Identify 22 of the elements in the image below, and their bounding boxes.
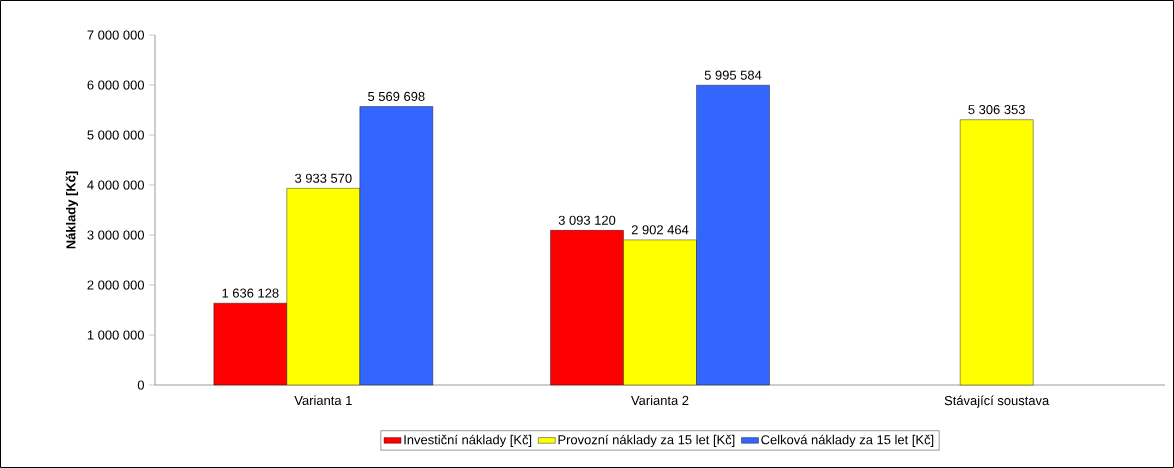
legend-label: Investiční náklady [Kč] (404, 434, 532, 447)
y-tick-label: 2 000 000 (87, 280, 144, 290)
legend-label: Celková náklady za 15 let [Kč] (761, 434, 934, 447)
x-tick-label: Stávající soustava (944, 395, 1050, 408)
x-tick-label: Varianta 2 (631, 395, 689, 405)
y-tick-label: 6 000 000 (87, 80, 144, 90)
y-tick-label: 7 000 000 (87, 30, 144, 40)
data-label: 3 093 120 (558, 215, 616, 225)
y-tick-label: 4 000 000 (87, 180, 144, 190)
data-label: 5 306 353 (968, 105, 1025, 115)
data-label: 5 995 584 (704, 70, 762, 80)
y-tick-label: 1 000 000 (87, 330, 144, 340)
data-label: 1 636 128 (222, 288, 279, 298)
y-axis-title: Náklady [Kč] (65, 171, 79, 249)
x-tick-label: Varianta 1 (294, 395, 352, 405)
data-label: 2 902 464 (631, 225, 689, 235)
legend-label: Provozní náklady za 15 let [Kč] (558, 434, 735, 447)
data-label: 3 933 570 (295, 173, 352, 183)
y-tick-label: 0 (137, 380, 145, 390)
y-tick-label: 3 000 000 (87, 230, 144, 240)
y-tick-label: 5 000 000 (87, 130, 144, 140)
data-label: 5 569 698 (368, 91, 425, 101)
